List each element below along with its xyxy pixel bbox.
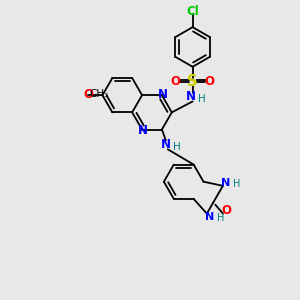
Text: N: N [186, 90, 196, 103]
Text: O: O [171, 75, 181, 88]
Text: H: H [233, 179, 240, 189]
Text: N: N [158, 88, 168, 101]
Text: Cl: Cl [186, 5, 199, 18]
Text: O: O [204, 75, 214, 88]
Text: N: N [205, 212, 214, 222]
Text: N: N [138, 124, 148, 137]
Text: N: N [161, 138, 171, 151]
Text: CH₃: CH₃ [90, 89, 109, 99]
Text: N: N [221, 178, 230, 188]
Text: O: O [84, 88, 94, 101]
Text: O: O [221, 204, 231, 217]
Text: S: S [188, 74, 198, 89]
Text: H: H [217, 213, 224, 223]
Text: H: H [173, 142, 181, 152]
Text: H: H [198, 94, 206, 104]
